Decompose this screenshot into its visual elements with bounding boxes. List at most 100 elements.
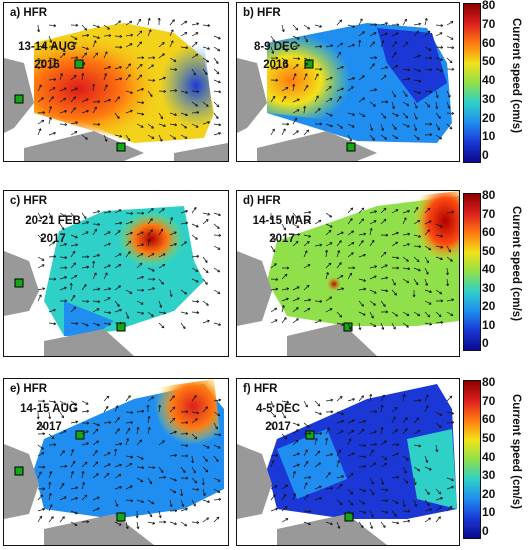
current-vector-arrowhead — [330, 453, 333, 457]
current-vector-arrowhead — [383, 115, 387, 119]
current-vector-arrowhead — [330, 44, 334, 48]
current-vector-arrow — [347, 44, 355, 48]
current-vector-arrow — [336, 250, 340, 258]
current-vector-arrowhead — [205, 270, 209, 274]
current-vector-arrowhead — [218, 233, 222, 237]
current-vector-arrow — [125, 240, 132, 247]
current-vector-arrowhead — [373, 103, 376, 107]
current-vector-arrowhead — [38, 471, 42, 475]
current-vector-arrowhead — [392, 416, 396, 420]
current-vector-arrowhead — [273, 263, 277, 267]
current-vector-arrowhead — [162, 264, 166, 267]
current-vector-arrowhead — [74, 402, 78, 406]
current-vector-arrowhead — [129, 231, 133, 235]
current-vector-arrowhead — [337, 525, 341, 529]
current-vector-arrowhead — [330, 410, 334, 414]
current-vector-arrowhead — [427, 314, 431, 318]
current-vector-arrowhead — [384, 264, 388, 268]
current-vector-arrow — [70, 107, 76, 114]
current-vector-arrow — [191, 521, 200, 524]
current-vector-arrow — [125, 463, 133, 468]
current-vector-arrow — [92, 322, 100, 326]
current-vector-arrow — [158, 53, 165, 59]
current-vector-arrowhead — [174, 123, 178, 127]
current-vector-arrowhead — [141, 288, 145, 292]
current-vector-arrow — [191, 267, 199, 272]
current-vector-arrowhead — [426, 491, 430, 495]
colorbar-1-tick: 0 — [482, 148, 489, 162]
current-vector-arrowhead — [396, 443, 400, 447]
current-vector-arrowhead — [384, 440, 387, 444]
current-vector-arrow — [336, 460, 340, 468]
current-vector-arrowhead — [40, 59, 44, 63]
current-vector-arrowhead — [61, 482, 65, 486]
current-vector-arrowhead — [64, 266, 68, 270]
current-vector-arrow — [402, 322, 409, 328]
current-vector-arrowhead — [163, 475, 167, 479]
current-vector-arrow — [70, 449, 74, 457]
current-vector-arrow — [358, 31, 365, 37]
current-vector-arrowhead — [60, 73, 63, 76]
current-vector-arrowhead — [130, 455, 134, 459]
current-vector-arrow — [213, 101, 220, 108]
current-vector-arrowhead — [363, 510, 367, 514]
current-vector-arrow — [169, 134, 176, 140]
current-vector-arrowhead — [139, 439, 143, 443]
current-vector-arrowhead — [269, 217, 273, 221]
current-vector-arrowhead — [161, 440, 165, 444]
current-vector-arrow — [180, 20, 188, 26]
current-vector-arrowhead — [128, 240, 132, 244]
current-vector-arrow — [70, 212, 76, 219]
current-vector-arrowhead — [194, 436, 198, 440]
current-vector-arrow — [180, 508, 188, 512]
current-vector-arrow — [180, 222, 188, 225]
current-vector-arrow — [114, 66, 122, 70]
current-vector-arrowhead — [73, 42, 77, 45]
current-vector-arrow — [59, 450, 65, 457]
current-vector-arrowhead — [417, 219, 421, 223]
current-vector-arrow — [103, 421, 112, 424]
current-vector-arrow — [270, 245, 276, 253]
current-vector-arrow — [391, 52, 397, 59]
current-vector-arrowhead — [445, 272, 449, 276]
current-vector-arrow — [136, 477, 144, 483]
current-vector-arrowhead — [439, 413, 443, 416]
current-vector-arrowhead — [150, 208, 154, 211]
current-vector-arrowhead — [363, 278, 366, 282]
current-vector-arrow — [391, 429, 398, 435]
current-vector-arrow — [303, 432, 312, 435]
current-vector-arrow — [413, 430, 421, 435]
current-vector-arrowhead — [195, 124, 199, 128]
current-vector-arrowhead — [448, 249, 451, 253]
current-vector-arrow — [292, 286, 300, 291]
current-vector-arrow — [59, 73, 63, 81]
current-vector-arrowhead — [73, 74, 77, 78]
current-vector-arrow — [391, 64, 399, 70]
current-vector-arrow — [413, 477, 416, 485]
current-vector-arrow — [191, 101, 198, 107]
current-vector-arrow — [125, 110, 133, 114]
current-vector-arrow — [369, 89, 377, 92]
current-vector-arrowhead — [130, 211, 134, 215]
current-vector-arrow — [125, 212, 134, 214]
current-vector-arrow — [213, 422, 218, 430]
current-vector-arrowhead — [97, 287, 101, 291]
current-vector-arrowhead — [385, 276, 389, 280]
current-vector-arrow — [147, 208, 154, 214]
current-vector-arrow — [347, 112, 355, 116]
current-vector-arrowhead — [130, 33, 134, 37]
current-vector-arrowhead — [272, 249, 276, 253]
current-vector-arrowhead — [147, 238, 151, 242]
current-vector-arrow — [358, 254, 366, 258]
current-vector-arrowhead — [82, 482, 85, 485]
current-vector-arrowhead — [196, 487, 200, 491]
current-vector-arrow — [413, 68, 421, 72]
panel-b: b) HFR 8-9 DEC 2016 — [236, 2, 460, 162]
current-vector-arrowhead — [152, 56, 156, 60]
current-vector-arrow — [281, 273, 288, 280]
current-vector-arrowhead — [295, 130, 299, 134]
current-vector-arrowhead — [380, 426, 384, 430]
current-vector-arrowhead — [341, 475, 345, 479]
current-vector-arrowhead — [64, 276, 67, 280]
current-vector-arrowhead — [283, 415, 286, 419]
